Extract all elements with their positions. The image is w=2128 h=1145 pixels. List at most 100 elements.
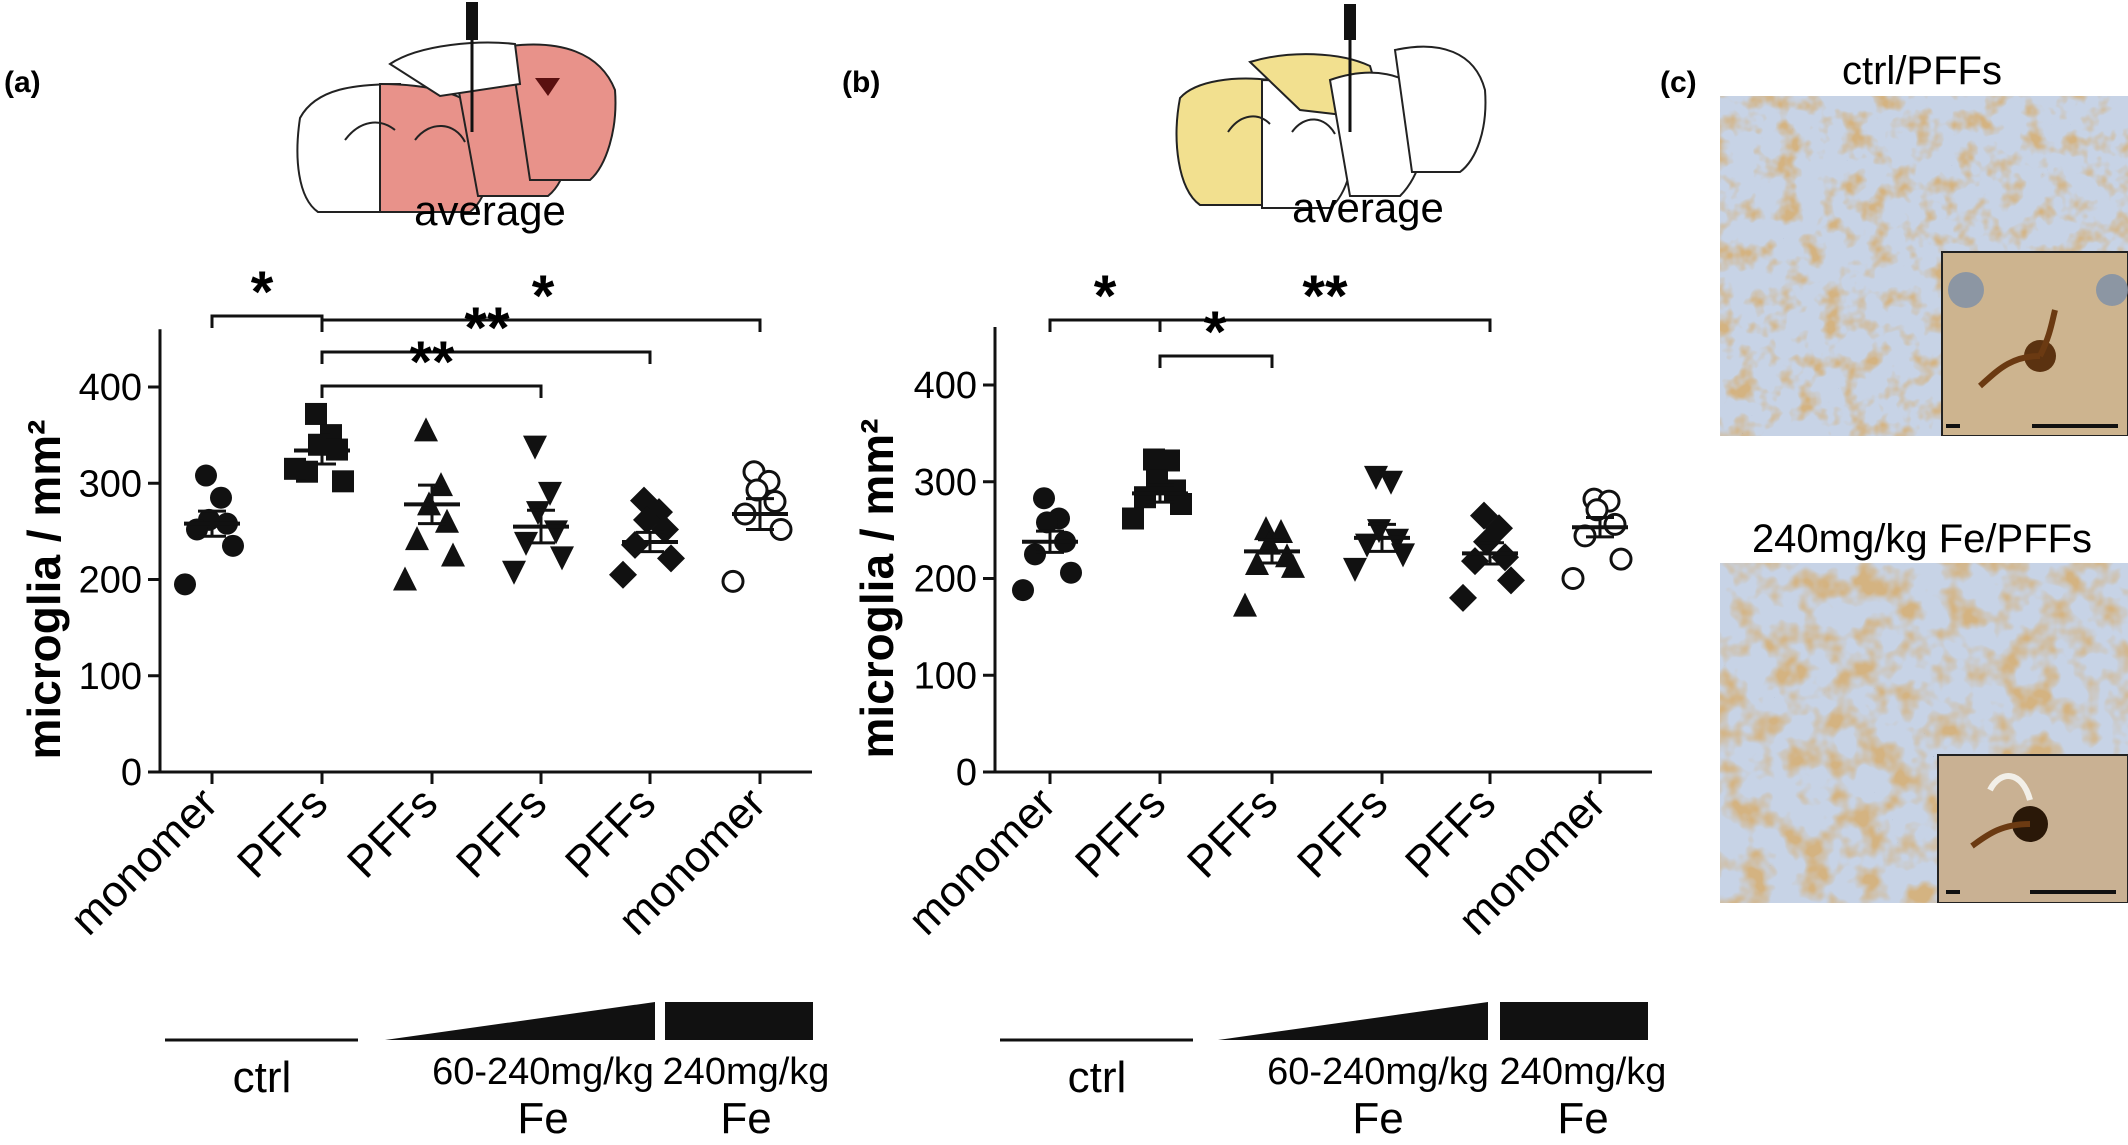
data-point <box>405 526 429 550</box>
data-point <box>284 458 306 480</box>
y-tick-label: 300 <box>914 462 977 504</box>
micrograph-top-inset-nucleus-2 <box>2096 274 2128 306</box>
x-tick-label: PFFs <box>338 778 447 887</box>
high-dose-bar-b <box>1500 1002 1648 1040</box>
data-point <box>1611 549 1631 569</box>
panel-a-label: (a) <box>4 66 41 99</box>
high-unit-b: Fe <box>1557 1094 1608 1143</box>
x-tick-label: PFFs <box>1178 778 1287 887</box>
panel-c-label: (c) <box>1660 66 1697 99</box>
figure: (a) (b) (c) average average 0 100 200 300 40… <box>0 0 2128 1145</box>
inset-label-a: average <box>414 187 566 234</box>
data-point <box>1012 579 1034 601</box>
data-point <box>502 561 526 585</box>
significance-label: ** <box>409 330 455 395</box>
data-point <box>609 561 637 589</box>
data-point <box>305 403 327 425</box>
data-point <box>332 470 354 492</box>
data-point <box>414 417 438 441</box>
x-tick-label: PFFs <box>1066 778 1175 887</box>
data-point <box>1024 543 1046 565</box>
dose-ramp-a <box>385 1002 655 1040</box>
significance-label: * <box>1204 300 1227 365</box>
y-tick-label: 0 <box>956 752 977 794</box>
high-dose-bar-a <box>665 1002 813 1040</box>
high-label-a: 240mg/kg <box>663 1051 830 1093</box>
x-tick-label: PFFs <box>447 778 556 887</box>
ctrl-label-a: ctrl <box>233 1053 292 1102</box>
data-point <box>657 544 685 572</box>
significance-label: ** <box>464 296 510 361</box>
data-point <box>393 567 417 591</box>
brain-schematic-b <box>1177 4 1486 208</box>
brain-schematic-a <box>297 2 615 212</box>
data-point <box>723 571 743 591</box>
significance-label: * <box>1094 264 1117 329</box>
significance-label: ** <box>1302 264 1348 329</box>
micrograph-top <box>1720 96 2128 436</box>
x-tick-label: monomer <box>899 778 1065 944</box>
data-point <box>1170 493 1192 515</box>
data-point <box>1134 486 1156 508</box>
ramp-label-a: 60-240mg/kg <box>432 1051 654 1093</box>
y-tick-label: 0 <box>121 752 142 794</box>
injection-needle-b <box>1344 4 1356 40</box>
y-tick-label: 300 <box>79 463 142 505</box>
data-point <box>210 487 232 509</box>
x-tick-label: PFFs <box>228 778 337 887</box>
data-point <box>621 531 649 559</box>
data-point <box>550 546 574 570</box>
y-tick-label: 400 <box>914 365 977 407</box>
data-point <box>747 480 767 500</box>
y-tick-label: 200 <box>914 559 977 601</box>
data-point <box>441 542 465 566</box>
micrograph-title-top: ctrl/PFFs <box>1842 49 2002 93</box>
dose-ramp-b <box>1218 1002 1488 1040</box>
group-annotation-b: ctrl 60-240mg/kg Fe 240mg/kg Fe <box>1000 1002 1666 1143</box>
brain-slice-back-b <box>1395 47 1485 172</box>
data-point <box>1158 449 1180 471</box>
y-axis-label: microglia / mm² <box>18 420 70 760</box>
data-point <box>174 573 196 595</box>
ramp-unit-b: Fe <box>1352 1094 1403 1143</box>
data-point <box>1233 593 1257 617</box>
data-point <box>1449 584 1477 612</box>
y-axis-label: microglia / mm² <box>851 419 903 759</box>
data-point <box>1033 487 1055 509</box>
significance-label: * <box>532 264 555 329</box>
data-point <box>195 465 217 487</box>
data-point <box>222 535 244 557</box>
high-label-b: 240mg/kg <box>1500 1051 1667 1093</box>
data-point <box>523 436 547 460</box>
inset-label-b: average <box>1292 184 1444 231</box>
ramp-label-b: 60-240mg/kg <box>1267 1051 1489 1093</box>
y-tick-label: 200 <box>79 560 142 602</box>
data-point <box>1497 566 1525 594</box>
data-point <box>1060 562 1082 584</box>
data-point <box>1391 543 1415 567</box>
brain-slice-front-region-b <box>1177 79 1270 205</box>
y-tick-label: 400 <box>79 367 142 409</box>
data-point <box>544 520 568 544</box>
high-unit-a: Fe <box>720 1094 771 1143</box>
group-annotation-a: ctrl 60-240mg/kg Fe 240mg/kg Fe <box>165 1002 829 1143</box>
y-tick-label: 100 <box>79 656 142 698</box>
data-point <box>1343 558 1367 582</box>
data-point <box>1563 569 1583 589</box>
ctrl-label-b: ctrl <box>1068 1053 1127 1102</box>
micrograph-top-inset-nucleus <box>1948 272 1984 308</box>
significance-label: * <box>251 260 274 325</box>
y-tick-label: 100 <box>914 655 977 697</box>
micrograph-bottom <box>1720 563 2128 903</box>
data-point <box>765 492 785 512</box>
micrograph-title-bottom: 240mg/kg Fe/PFFs <box>1752 517 2092 561</box>
x-tick-label: PFFs <box>1288 778 1397 887</box>
x-tick-label: monomer <box>61 778 227 944</box>
ramp-unit-a: Fe <box>517 1094 568 1143</box>
data-point <box>1379 471 1403 495</box>
panel-b-label: (b) <box>842 66 880 99</box>
data-point <box>1122 508 1144 530</box>
injection-needle-a <box>466 2 478 40</box>
